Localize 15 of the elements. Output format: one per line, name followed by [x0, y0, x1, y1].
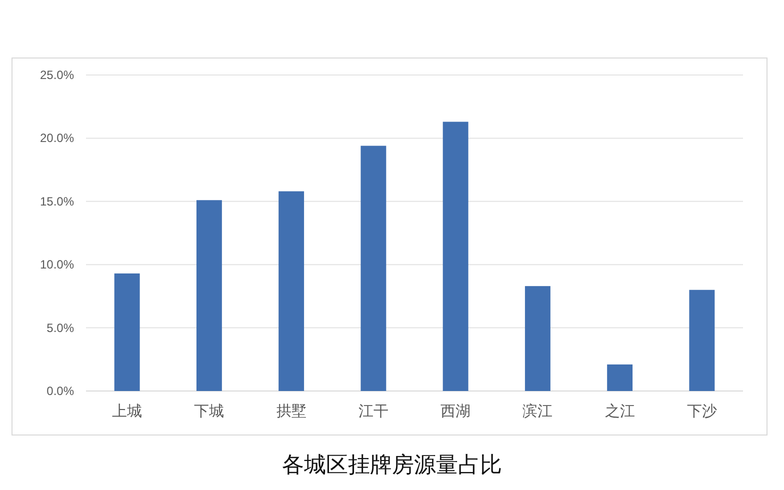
text: 各城区挂牌房源量占比 [282, 452, 502, 477]
x-tick-label: 之江 [604, 403, 635, 420]
x-tick-label: 滨江 [522, 403, 553, 420]
y-tick-label: 20.0% [40, 131, 74, 146]
y-tick-label: 10.0% [40, 258, 74, 272]
y-tick-label: 0.0% [46, 384, 74, 398]
y-tick-label: 5.0% [46, 320, 74, 335]
y-tick-label: 25.0% [40, 68, 74, 82]
x-tick-label: 拱墅 [276, 403, 306, 420]
x-tick-label: 西湖 [440, 403, 471, 420]
x-tick-label: 江干 [358, 403, 388, 420]
x-tick-label: 上城 [112, 403, 142, 420]
x-tick-label: 下沙 [686, 403, 717, 420]
x-tick-label: 下城 [194, 403, 224, 420]
y-tick-label: 15.0% [40, 194, 74, 208]
